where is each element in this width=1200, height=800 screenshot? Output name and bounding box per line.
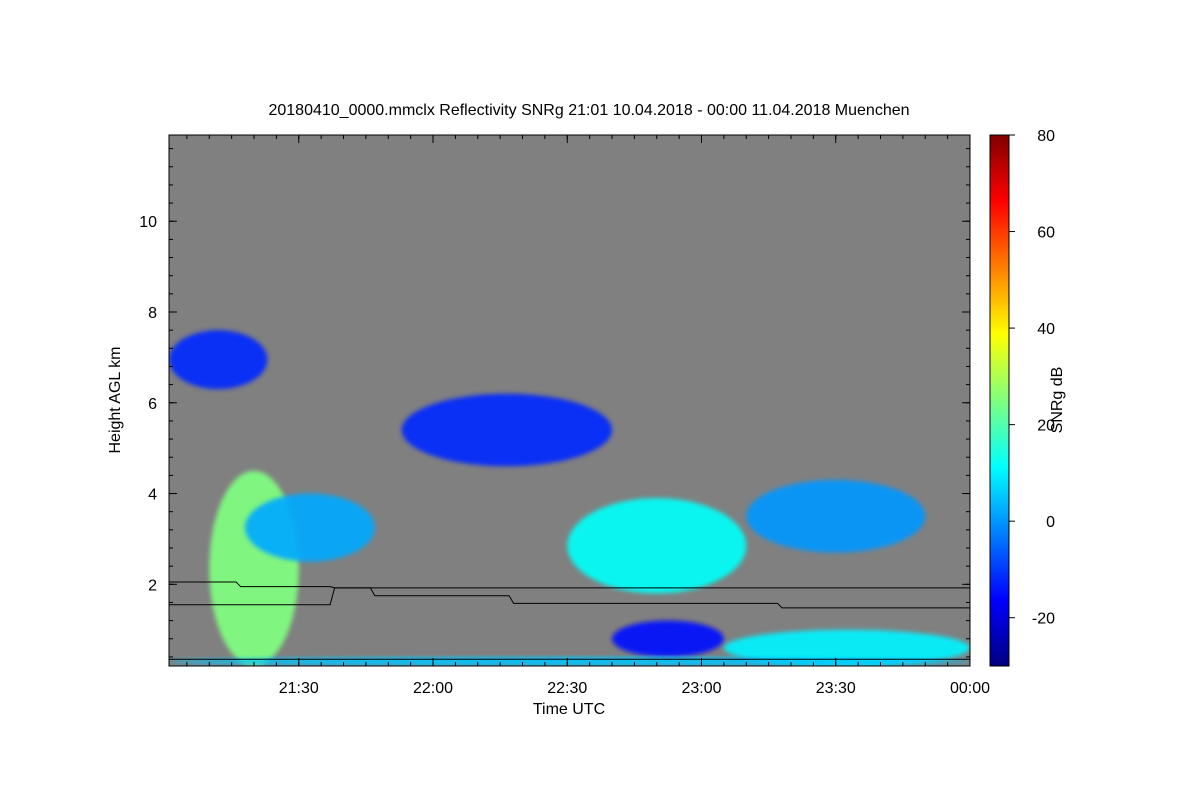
echo-region-0	[169, 330, 268, 390]
y-axis-label: Height AGL km	[107, 346, 124, 453]
x-tick-label: 00:00	[950, 680, 990, 697]
colorbar-tick-label: 20	[1037, 418, 1055, 435]
colorbar-ticks: -20 0 20 40 60 80	[1009, 128, 1055, 628]
x-tick-label: 22:30	[547, 680, 587, 697]
echo-region-4	[567, 498, 747, 594]
colorbar-label: SNRg dB	[1049, 367, 1066, 434]
y-tick-label: 8	[148, 305, 157, 322]
y-tick-label: 10	[139, 214, 157, 231]
boundary-line-upper	[169, 581, 970, 609]
colorbar-tick-label: 40	[1037, 321, 1055, 338]
echo-region-8	[169, 656, 970, 666]
colorbar-tick-label: -20	[1032, 611, 1055, 628]
colorbar	[989, 134, 1010, 667]
colorbar-tick-label: 0	[1046, 514, 1055, 531]
colorbar-tick-label: 80	[1037, 128, 1055, 145]
echo-region-3	[401, 393, 613, 467]
x-axis-label: Time UTC	[533, 701, 605, 718]
x-tick-label: 23:30	[816, 680, 856, 697]
x-tick-label: 23:00	[681, 680, 721, 697]
plot-frame	[168, 134, 971, 667]
y-axis: 2 4 6 8 10	[139, 148, 970, 658]
chart-title: 20180410_0000.mmclx Reflectivity SNRg 21…	[268, 102, 909, 119]
boundary-line-lower	[169, 587, 970, 606]
echo-region-7	[723, 629, 970, 666]
echo-layer	[169, 330, 970, 666]
line-layer	[169, 581, 970, 660]
x-tick-label: 22:00	[413, 680, 453, 697]
x-tick-label: 21:30	[279, 680, 319, 697]
echo-region-5	[746, 479, 926, 553]
echo-region-2	[245, 493, 375, 562]
y-tick-label: 6	[148, 396, 157, 413]
colorbar-tick-label: 60	[1037, 225, 1055, 242]
plot-area	[169, 135, 970, 666]
echo-region-6	[612, 620, 724, 657]
y-tick-label: 4	[148, 487, 157, 504]
x-axis: 21:30 22:00 22:30 23:00 23:30 00:00	[186, 135, 990, 697]
y-tick-label: 2	[148, 577, 157, 594]
